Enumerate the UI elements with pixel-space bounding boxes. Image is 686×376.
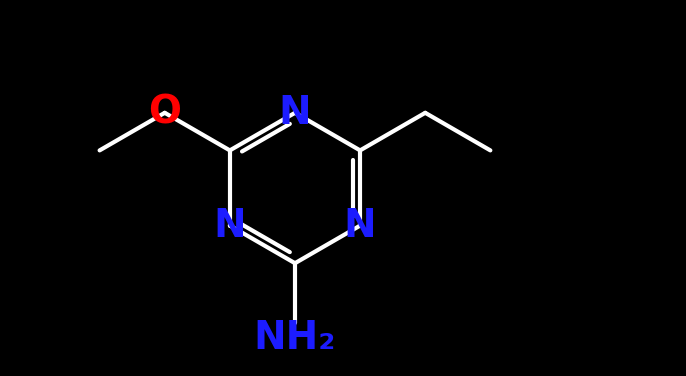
Text: NH₂: NH₂	[254, 319, 336, 358]
Text: N: N	[279, 94, 311, 132]
Text: N: N	[344, 206, 377, 245]
Text: N: N	[213, 206, 246, 245]
Text: O: O	[148, 94, 181, 132]
